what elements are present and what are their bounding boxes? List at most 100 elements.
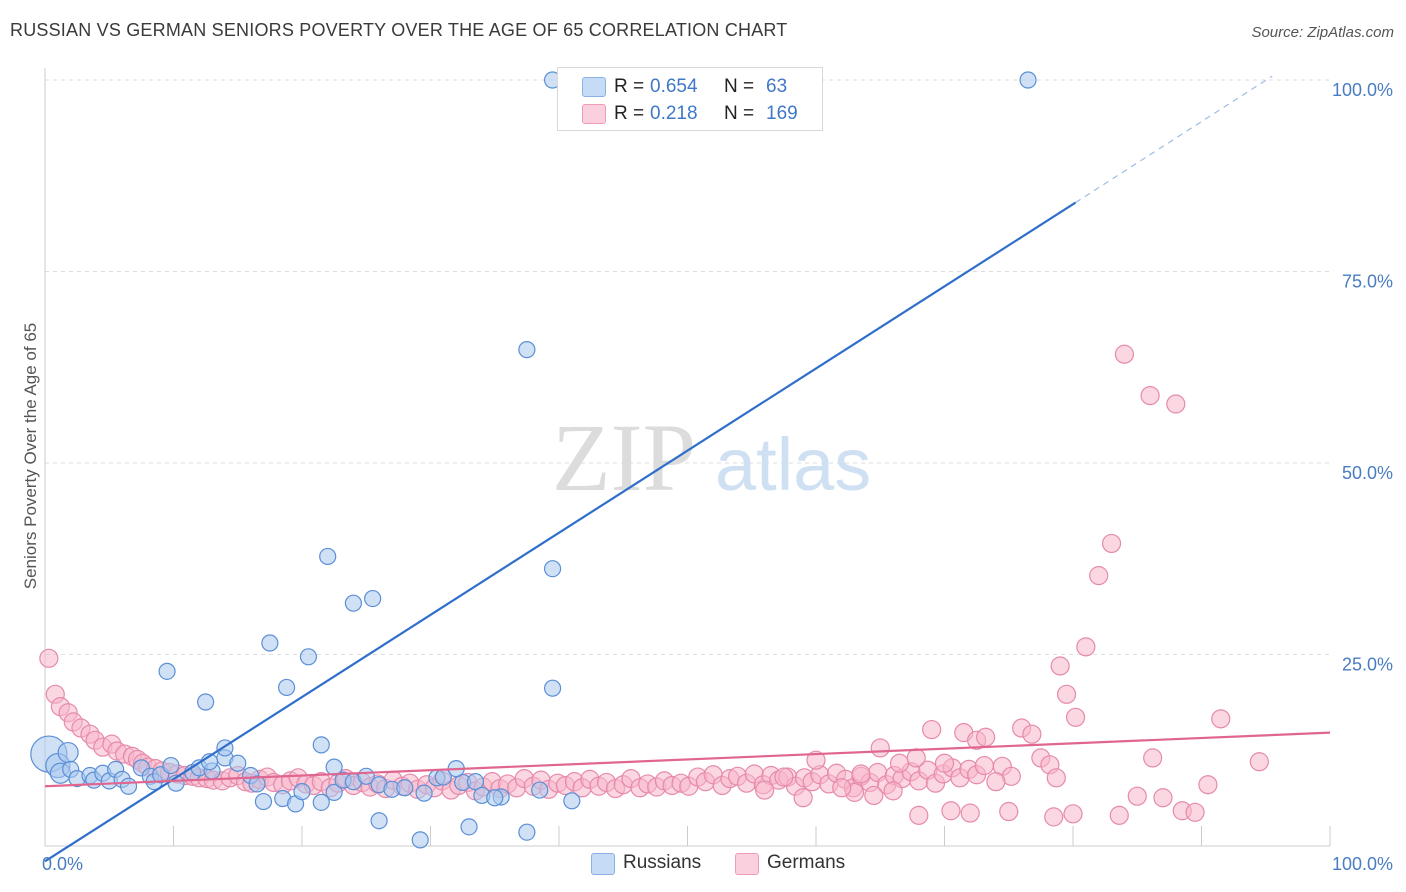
series-legend-russians: Russians (623, 852, 702, 873)
point-russians (312, 793, 330, 811)
point-russians (466, 773, 485, 791)
point-russians (460, 818, 478, 836)
point-russians (57, 741, 79, 764)
point-russians (563, 792, 581, 810)
legend-r-value-germans: 0.218 (650, 103, 698, 124)
trend-line-russians (44, 201, 1077, 863)
legend-n-label: N = (724, 103, 755, 124)
point-germans (909, 805, 929, 825)
point-germans (1044, 807, 1064, 827)
point-germans (774, 767, 794, 787)
legend-n-label: N = (724, 76, 755, 97)
point-germans (1050, 656, 1070, 676)
point-russians (261, 634, 279, 652)
point-germans (1065, 707, 1086, 727)
point-germans (976, 727, 996, 747)
legend-row-russians: R = 0.654 N = 63 (558, 74, 822, 100)
point-russians (158, 662, 176, 680)
series-legend-swatch-germans (735, 853, 759, 875)
point-russians (518, 823, 536, 841)
point-russians (229, 754, 247, 772)
point-russians (277, 678, 296, 697)
point-germans (1211, 709, 1231, 729)
point-germans (883, 781, 903, 801)
point-germans (1143, 748, 1163, 768)
watermark-zip: ZIP (552, 404, 696, 511)
point-russians (325, 758, 343, 776)
point-germans (1046, 768, 1066, 788)
point-germans (1140, 385, 1160, 406)
point-germans (870, 738, 890, 758)
point-russians (543, 679, 562, 697)
point-russians (119, 777, 138, 795)
legend-swatch-germans (582, 104, 606, 124)
series-legend-germans: Germans (767, 852, 846, 873)
chart-source: Source: ZipAtlas.com (1251, 24, 1394, 41)
legend-n-value-russians: 63 (766, 76, 788, 97)
point-germans (1109, 805, 1129, 825)
point-russians (1019, 71, 1037, 89)
point-germans (754, 780, 775, 800)
legend-row-germans: R = 0.218 N = 169 (558, 101, 822, 127)
stats-legend: R = 0.654 N = 63 R = 0.218 N = 169 (557, 67, 823, 131)
y-axis-label: Seniors Poverty Over the Age of 65 (21, 323, 40, 589)
point-germans (1153, 788, 1173, 808)
legend-r-label: R = (614, 76, 645, 97)
legend-r-value-russians: 0.654 (650, 76, 698, 97)
point-germans (1089, 566, 1109, 586)
point-germans (1063, 804, 1083, 824)
point-germans (934, 753, 955, 773)
point-russians (415, 784, 433, 802)
point-germans (806, 750, 826, 770)
point-russians (293, 783, 311, 801)
point-germans (793, 788, 813, 808)
point-russians (197, 693, 215, 711)
point-germans (832, 778, 852, 798)
point-russians (531, 781, 549, 799)
point-russians (254, 792, 273, 811)
point-russians (312, 736, 330, 754)
point-germans (960, 803, 980, 823)
watermark-atlas: atlas (715, 423, 871, 506)
series-russians-points (30, 71, 1037, 849)
trend-line-russians-extension (1075, 75, 1273, 204)
y-tick-label: 100.0% (1332, 80, 1393, 100)
point-russians (486, 789, 504, 807)
point-germans (941, 801, 961, 821)
point-germans (39, 648, 59, 668)
point-germans (906, 748, 926, 768)
point-germans (1127, 786, 1147, 806)
point-russians (344, 594, 362, 612)
axes (44, 68, 1331, 847)
series-legend-swatch-russians (591, 853, 615, 875)
point-russians (518, 341, 536, 359)
point-germans (851, 764, 871, 784)
y-tick-label: 25.0% (1342, 655, 1393, 675)
point-germans (922, 719, 942, 740)
point-germans (1249, 752, 1269, 772)
point-germans (1114, 344, 1135, 364)
trend-line-germans (44, 731, 1331, 788)
point-germans (1022, 724, 1042, 744)
point-germans (1056, 684, 1077, 704)
legend-swatch-russians (582, 77, 606, 97)
point-russians (396, 779, 414, 797)
point-germans (1076, 637, 1096, 657)
point-russians (248, 775, 266, 793)
point-russians (299, 648, 318, 666)
point-germans (974, 755, 994, 776)
x-tick-label-max: 100.0% (1332, 854, 1393, 874)
trend-lines (44, 75, 1331, 863)
chart-title: RUSSIAN VS GERMAN SENIORS POVERTY OVER T… (10, 20, 788, 40)
point-germans (889, 753, 910, 773)
tick-labels: 25.0% 50.0% 75.0% 100.0% 0.0% 100.0% (42, 80, 1393, 874)
point-russians (370, 812, 388, 830)
point-germans (1166, 394, 1186, 414)
point-russians (411, 831, 429, 849)
point-russians (325, 783, 343, 801)
grid-lines (45, 79, 1330, 655)
point-germans (1101, 533, 1122, 554)
x-tick-label-min: 0.0% (42, 854, 83, 874)
point-germans (864, 785, 884, 806)
